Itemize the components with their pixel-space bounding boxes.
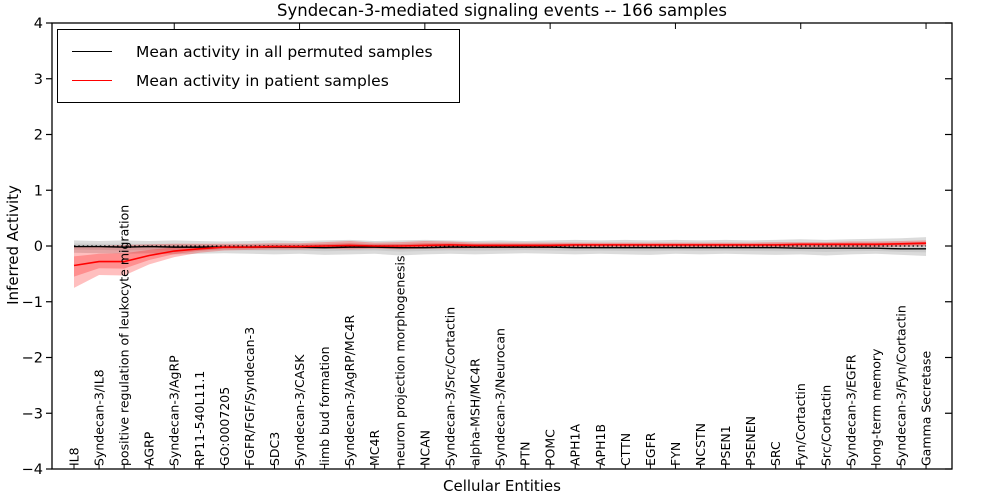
y-tick-label: 2 <box>34 128 43 144</box>
y-tick-label: 4 <box>34 16 43 32</box>
x-tick-label: NCAN <box>417 430 432 466</box>
x-tick-label: FYN <box>668 442 683 466</box>
x-tick-label: Syndecan-3/AgRP <box>167 355 182 466</box>
x-tick-label: long-term memory <box>868 348 883 466</box>
x-tick-label: IL8 <box>67 447 82 466</box>
x-tick-label: CTTN <box>618 433 633 466</box>
x-tick-label: PTN <box>518 441 533 466</box>
patient-samples-band <box>74 240 927 288</box>
patient-mean-line <box>73 242 927 267</box>
y-tick-label: 3 <box>34 72 43 88</box>
legend-entry-permuted: Mean activity in all permuted samples <box>72 37 433 66</box>
legend-entry-patient: Mean activity in patient samples <box>72 66 433 95</box>
x-tick-label: PSEN1 <box>718 425 733 466</box>
y-tick-label: −3 <box>22 406 43 422</box>
x-tick-label: FGFR/FGF/Syndecan-3 <box>242 327 257 466</box>
axes-frame <box>46 22 953 470</box>
legend-label-patient: Mean activity in patient samples <box>136 71 389 90</box>
x-tick-label: AGRP <box>142 431 157 466</box>
legend: Mean activity in all permuted samples Me… <box>57 29 460 103</box>
x-tick-label: SDC3 <box>267 432 282 466</box>
patient-band-inner <box>74 241 927 277</box>
x-tick-label: neuron projection morphogenesis <box>392 255 407 466</box>
x-tick-label: Syndecan-3/IL8 <box>92 369 107 466</box>
x-tick-label: positive regulation of leukocyte migrati… <box>117 205 132 466</box>
x-tick-label: Syndecan-3/Neurocan <box>493 328 508 466</box>
legend-line-permuted-icon <box>72 51 112 52</box>
x-tick-label: Syndecan-3/Fyn/Cortactin <box>893 305 908 466</box>
y-tick-label: 0 <box>34 239 43 255</box>
x-tick-label: MC4R <box>367 430 382 466</box>
legend-line-patient-icon <box>72 80 112 81</box>
legend-label-permuted: Mean activity in all permuted samples <box>136 42 433 61</box>
y-tick-labels: 4 3 2 1 0 −1 −2 −3 −4 <box>22 16 43 478</box>
x-tick-label: alpha-MSH/MC4R <box>467 358 482 466</box>
y-tick-label: −4 <box>22 462 43 478</box>
x-tick-label: limb bud formation <box>317 346 332 466</box>
x-tick-label: APH1B <box>593 424 608 466</box>
patient-band-outer <box>74 240 927 288</box>
x-tick-label: Syndecan-3/Src/Cortactin <box>442 307 457 466</box>
x-tick-label: NCSTN <box>693 423 708 466</box>
y-tick-label: 1 <box>34 183 43 199</box>
x-tick-label: Fyn/Cortactin <box>793 383 808 466</box>
x-tick-label: SRC <box>768 441 783 466</box>
x-tick-label: PSENEN <box>743 416 758 466</box>
x-tick-labels: IL8 Syndecan-3/IL8 positive regulation of … <box>67 205 934 466</box>
x-tick-label: Syndecan-3/AgRP/MC4R <box>342 315 357 466</box>
y-tick-label: −2 <box>22 351 43 367</box>
x-tick-label: POMC <box>543 429 558 466</box>
x-tick-label: RP11-540L11.1 <box>192 371 207 466</box>
chart-title: Syndecan-3-mediated signaling events -- … <box>277 1 727 20</box>
x-tick-label: Gamma Secretase <box>919 351 934 466</box>
x-tick-label: Syndecan-3/CASK <box>292 354 307 466</box>
x-tick-label: EGFR <box>643 432 658 466</box>
x-tick-label: Syndecan-3/EGFR <box>843 354 858 466</box>
x-tick-label: APH1A <box>568 424 583 466</box>
x-tick-label: Src/Cortactin <box>818 385 833 466</box>
x-tick-label: GO:0007205 <box>217 387 232 466</box>
x-axis-label: Cellular Entities <box>443 477 561 495</box>
y-axis-label: Inferred Activity <box>4 185 22 305</box>
patient-mean-polyline <box>73 242 927 267</box>
y-tick-label: −1 <box>22 295 43 311</box>
